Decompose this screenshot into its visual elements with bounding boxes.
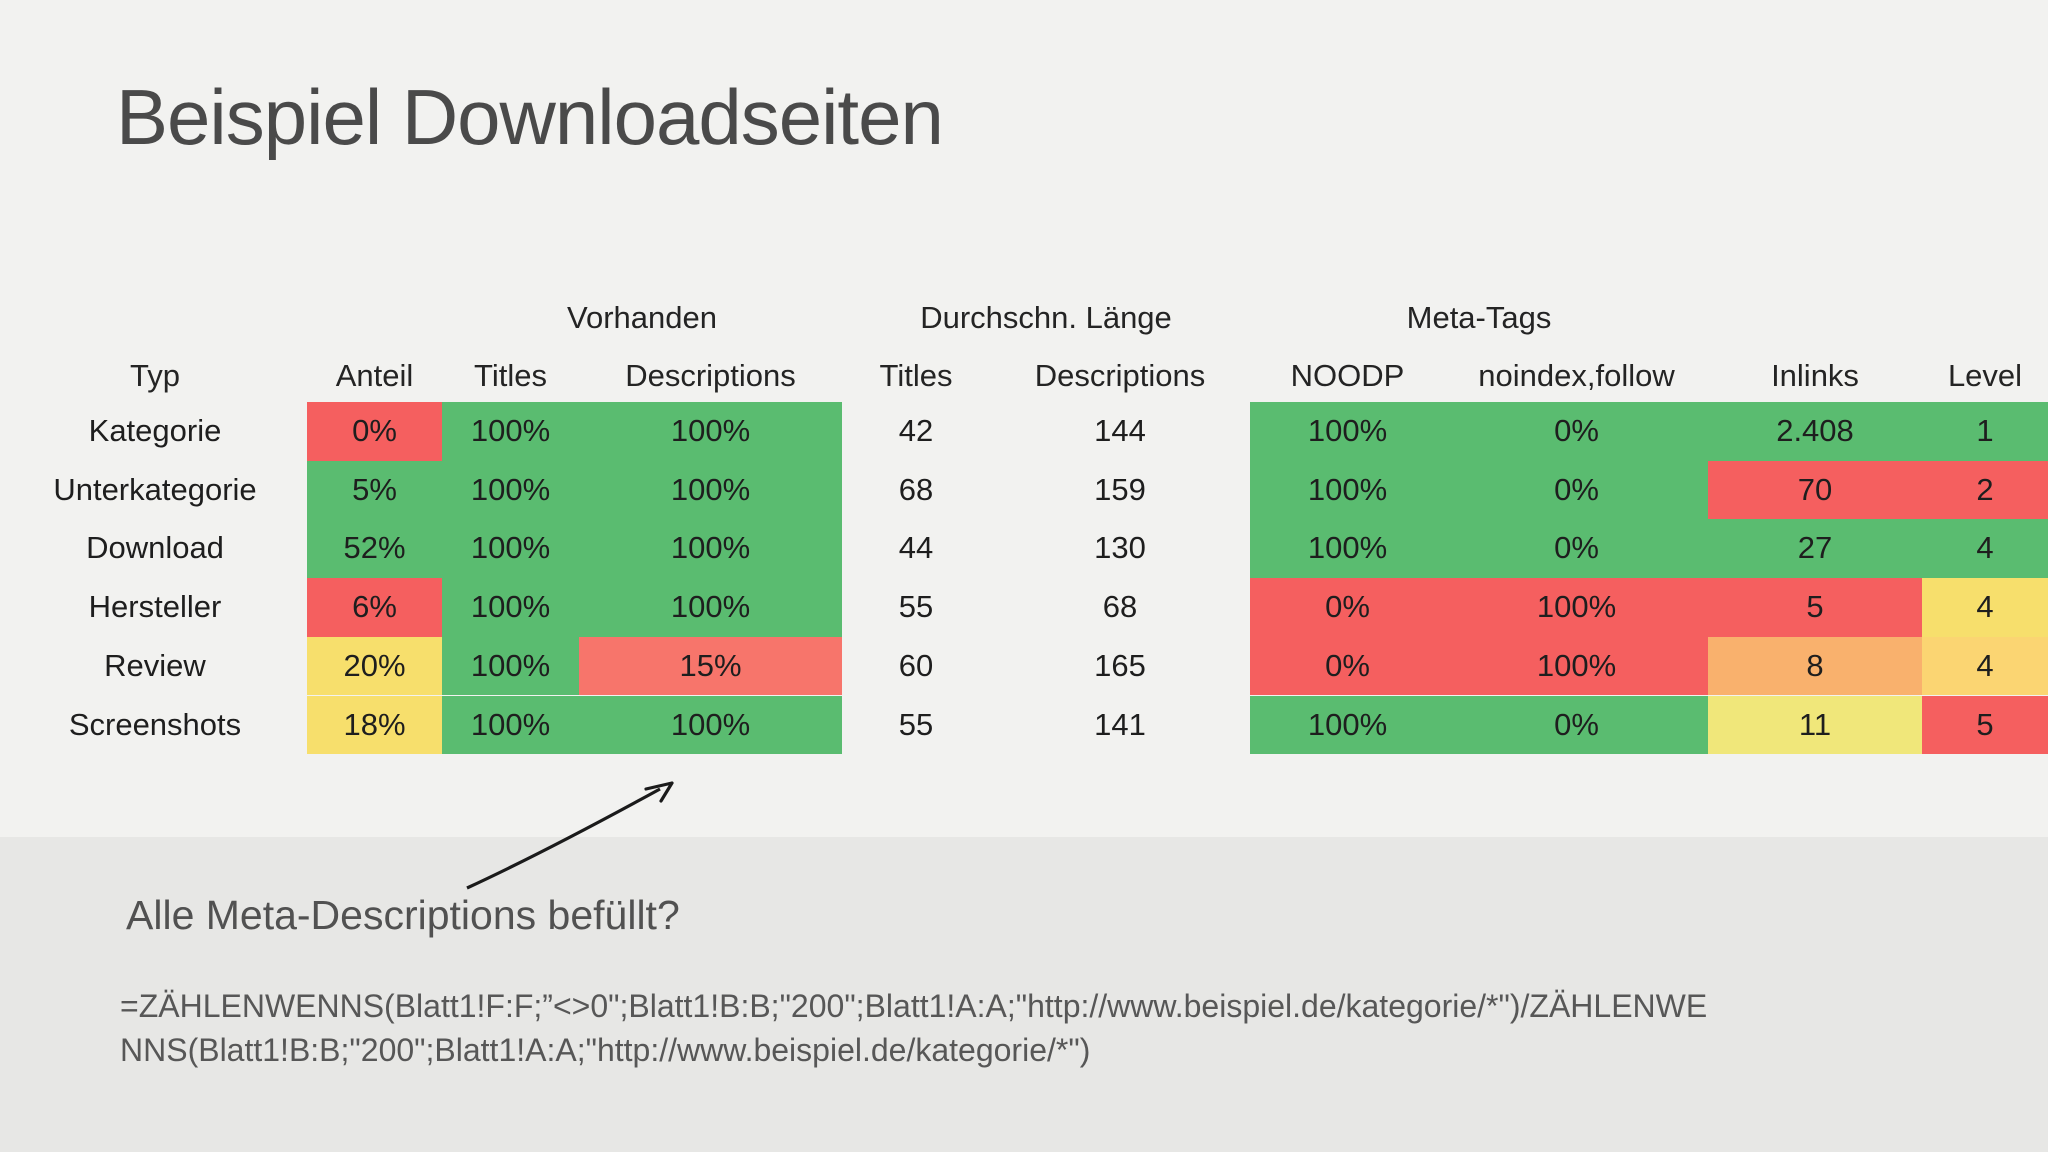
col-header-vorhanden-descriptions: Descriptions [625,358,796,393]
cell-laenge-descriptions: 144 [1094,413,1146,448]
col-header-level: Level [1947,358,2023,393]
col-header-laenge-titles: Titles [879,358,953,393]
slide-title: Beispiel Downloadseiten [116,73,944,161]
cell-laenge-descriptions: 159 [1094,471,1146,507]
col-header-anteil: Anteil [335,358,414,393]
bottom-band [0,837,2048,1152]
cell-inlinks: 8 [1708,636,1922,696]
annotation-question: Alle Meta-Descriptions befüllt? [126,892,680,938]
cell-noodp: 0% [1250,636,1445,696]
col-header-inlinks: Inlinks [1771,358,1859,393]
cell-vorhanden-descriptions: 15% [579,636,842,696]
cell-noindex-follow: 0% [1445,402,1708,461]
cell-noindex-follow: 100% [1445,636,1708,696]
col-header-laenge-descriptions: Descriptions [1034,358,1206,393]
cell-anteil: 20% [307,636,442,696]
cell-noodp: 100% [1250,695,1445,755]
cell-laenge-descriptions: 141 [1094,706,1146,742]
cell-laenge-descriptions: 68 [1102,589,1138,625]
cell-level: 4 [1922,636,2048,696]
cell-typ: Review [104,647,206,683]
cell-noodp: 100% [1250,402,1445,461]
cell-noindex-follow: 100% [1445,578,1708,637]
cell-anteil: 6% [307,578,442,637]
cell-typ: Kategorie [88,413,222,448]
cell-vorhanden-titles: 100% [442,402,579,461]
cell-noindex-follow: 0% [1445,460,1708,520]
cell-laenge-titles: 55 [898,706,934,742]
formula-line-2: NNS(Blatt1!B:B;"200";Blatt1!A:A;"http://… [120,1032,1091,1068]
cell-inlinks: 70 [1708,460,1922,520]
col-header-noodp: NOODP [1290,358,1405,393]
cell-vorhanden-descriptions: 100% [579,578,842,637]
cell-laenge-descriptions: 165 [1094,647,1146,683]
col-header-typ: Typ [130,358,180,393]
cell-laenge-titles: 55 [898,589,934,625]
cell-level: 1 [1922,402,2048,461]
group-header-meta-tags: Meta-Tags [1406,300,1552,335]
cell-inlinks: 27 [1708,519,1922,579]
cell-typ: Download [86,530,224,566]
cell-level: 4 [1922,578,2048,637]
cell-laenge-titles: 60 [898,647,934,683]
cell-laenge-titles: 68 [898,471,934,507]
cell-laenge-titles: 44 [898,530,934,566]
cell-anteil: 52% [307,519,442,579]
cell-noodp: 0% [1250,578,1445,637]
cell-vorhanden-descriptions: 100% [579,519,842,579]
cell-anteil: 0% [307,402,442,461]
cell-anteil: 18% [307,695,442,755]
cell-vorhanden-descriptions: 100% [579,402,842,461]
cell-vorhanden-titles: 100% [442,636,579,696]
cell-noodp: 100% [1250,519,1445,579]
formula-line-1: =ZÄHLENWENNS(Blatt1!F:F;”<>0";Blatt1!B:B… [120,988,1708,1024]
cell-typ: Screenshots [68,706,242,742]
cell-typ: Unterkategorie [53,471,257,507]
cell-vorhanden-descriptions: 100% [579,695,842,755]
cell-vorhanden-titles: 100% [442,695,579,755]
formula-text: =ZÄHLENWENNS(Blatt1!F:F;”<>0";Blatt1!B:B… [120,984,1707,1072]
cell-noindex-follow: 0% [1445,519,1708,579]
col-header-noindex-follow: noindex,follow [1478,358,1675,393]
group-header-durchschn-laenge: Durchschn. Länge [920,300,1172,335]
cell-noindex-follow: 0% [1445,695,1708,755]
cell-level: 4 [1922,519,2048,579]
cell-laenge-titles: 42 [898,413,934,448]
cell-vorhanden-titles: 100% [442,460,579,520]
group-header-vorhanden: Vorhanden [567,300,717,335]
cell-vorhanden-descriptions: 100% [579,460,842,520]
cell-anteil: 5% [307,460,442,520]
cell-level: 5 [1922,695,2048,755]
cell-inlinks: 5 [1708,578,1922,637]
cell-level: 2 [1922,460,2048,520]
cell-inlinks: 11 [1708,695,1922,755]
cell-laenge-descriptions: 130 [1094,530,1146,566]
cell-vorhanden-titles: 100% [442,519,579,579]
cell-inlinks: 2.408 [1708,402,1922,461]
col-header-vorhanden-titles: Titles [474,358,547,393]
cell-noodp: 100% [1250,460,1445,520]
cell-typ: Hersteller [88,589,222,625]
cell-vorhanden-titles: 100% [442,578,579,637]
